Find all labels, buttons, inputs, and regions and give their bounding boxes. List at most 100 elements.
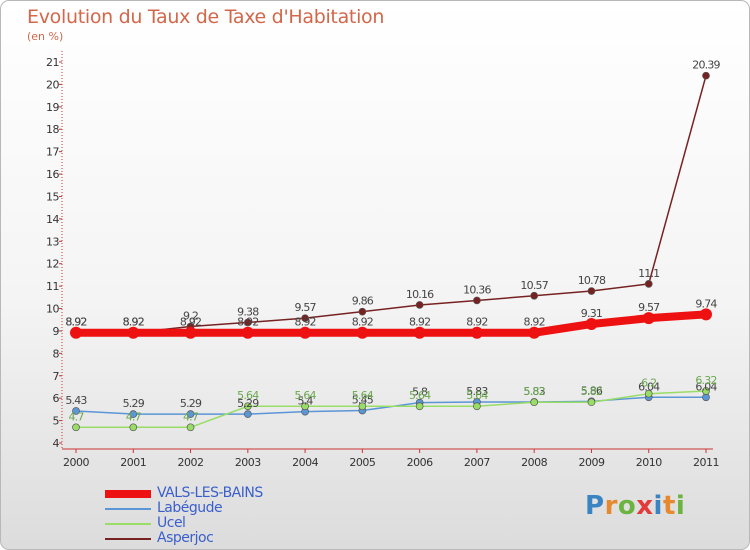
data-point bbox=[299, 326, 312, 339]
data-label: 9.57 bbox=[294, 301, 316, 314]
x-tick-label: 2001 bbox=[120, 456, 146, 469]
data-point bbox=[72, 423, 80, 432]
data-point bbox=[644, 389, 653, 398]
data-label: 9.38 bbox=[237, 305, 259, 318]
data-point bbox=[702, 71, 710, 80]
y-tick-label: 12 bbox=[46, 258, 59, 271]
y-tick-label: 17 bbox=[46, 146, 59, 159]
legend-swatch bbox=[105, 507, 151, 510]
x-tick-label: 2007 bbox=[464, 456, 490, 469]
data-label: 8.92 bbox=[65, 316, 86, 329]
data-label: 5.29 bbox=[123, 397, 145, 410]
data-point bbox=[470, 326, 483, 339]
data-point bbox=[644, 280, 653, 288]
data-point bbox=[243, 410, 252, 418]
data-label: 9.2 bbox=[183, 309, 198, 322]
data-point bbox=[72, 407, 80, 415]
data-label: 5.8 bbox=[412, 386, 428, 399]
y-tick-label: 5 bbox=[53, 415, 60, 428]
data-label: 5.83 bbox=[524, 385, 546, 398]
data-label: 5.83 bbox=[466, 385, 488, 398]
legend: VALS-LES-BAINS Labégude Ucel Asperjoc bbox=[105, 486, 263, 546]
data-label: 10.16 bbox=[406, 288, 434, 301]
data-label: 5.43 bbox=[65, 394, 87, 407]
series-line bbox=[75, 390, 707, 429]
proxiti-logo: Proxiti bbox=[585, 491, 685, 521]
data-label: 5.4 bbox=[298, 395, 314, 408]
data-label: 4.7 bbox=[68, 410, 84, 423]
logo-letter: i bbox=[653, 491, 663, 521]
x-tick-label: 2010 bbox=[636, 456, 662, 469]
legend-label: Ucel bbox=[157, 515, 186, 531]
data-point bbox=[700, 308, 712, 321]
x-tick-label: 2003 bbox=[235, 456, 261, 469]
legend-item-asperjoc: Asperjoc bbox=[105, 531, 263, 546]
data-label: 8.92 bbox=[65, 316, 86, 329]
y-tick-label: 4 bbox=[53, 437, 60, 450]
series-line bbox=[75, 74, 707, 334]
x-tick-label: 2008 bbox=[521, 456, 547, 469]
legend-item-labegude: Labégude bbox=[105, 501, 263, 516]
data-label: 10.36 bbox=[463, 283, 491, 296]
y-tick-label: 18 bbox=[46, 123, 59, 136]
data-point bbox=[186, 423, 195, 432]
legend-swatch bbox=[105, 537, 151, 540]
data-point bbox=[530, 398, 539, 407]
data-point bbox=[129, 410, 138, 418]
data-label: 5.82 bbox=[581, 385, 602, 398]
x-tick-label: 2002 bbox=[178, 456, 204, 469]
data-point bbox=[127, 326, 140, 339]
data-point bbox=[702, 387, 710, 395]
x-tick-label: 2005 bbox=[349, 456, 375, 469]
data-point bbox=[415, 402, 424, 411]
data-label: 4.7 bbox=[126, 410, 142, 423]
data-label: 5.86 bbox=[581, 384, 603, 397]
data-label: 9.86 bbox=[352, 295, 374, 308]
data-label: 6.04 bbox=[695, 380, 717, 393]
data-point bbox=[243, 402, 252, 411]
data-point bbox=[301, 402, 309, 411]
data-point bbox=[70, 326, 82, 339]
data-label: 8.92 bbox=[123, 316, 144, 329]
data-label: 10.57 bbox=[520, 279, 548, 292]
data-label: 6.32 bbox=[695, 374, 716, 387]
data-label: 9.31 bbox=[581, 307, 602, 320]
y-tick-label: 16 bbox=[46, 168, 59, 181]
data-label: 6.2 bbox=[641, 377, 656, 390]
data-label: 11.1 bbox=[638, 267, 659, 280]
y-tick-label: 14 bbox=[46, 213, 59, 226]
data-label: 5.45 bbox=[352, 394, 374, 407]
logo-letter: t bbox=[662, 491, 676, 521]
data-point bbox=[413, 326, 426, 339]
legend-label: VALS-LES-BAINS bbox=[157, 485, 263, 501]
y-tick-label: 15 bbox=[46, 190, 59, 203]
data-point bbox=[243, 318, 252, 327]
data-label: 8.92 bbox=[524, 316, 545, 329]
data-label: 10.78 bbox=[578, 274, 606, 287]
data-point bbox=[473, 296, 481, 305]
y-tick-label: 9 bbox=[53, 325, 60, 338]
y-tick-label: 20 bbox=[46, 78, 59, 91]
y-tick-label: 8 bbox=[53, 347, 60, 360]
y-tick-label: 21 bbox=[46, 56, 59, 69]
data-point bbox=[129, 423, 138, 432]
y-tick-label: 6 bbox=[53, 392, 60, 405]
data-label: 5.64 bbox=[409, 389, 431, 402]
x-tick-label: 2004 bbox=[292, 456, 318, 469]
legend-label: Labégude bbox=[157, 500, 223, 516]
logo-letter: o bbox=[617, 491, 637, 521]
legend-swatch bbox=[105, 522, 151, 525]
y-tick-label: 19 bbox=[46, 101, 59, 114]
x-tick-label: 2011 bbox=[693, 456, 719, 469]
data-label: 5.82 bbox=[524, 385, 545, 398]
data-point bbox=[186, 410, 195, 418]
y-tick-label: 7 bbox=[53, 370, 60, 383]
logo-letter: x bbox=[636, 491, 654, 521]
data-label: 5.29 bbox=[237, 397, 259, 410]
data-label: 8.92 bbox=[180, 316, 201, 329]
data-label: 5.64 bbox=[237, 389, 259, 402]
data-label: 5.64 bbox=[294, 389, 316, 402]
data-label: 5.64 bbox=[466, 389, 488, 402]
data-label: 5.29 bbox=[180, 397, 202, 410]
